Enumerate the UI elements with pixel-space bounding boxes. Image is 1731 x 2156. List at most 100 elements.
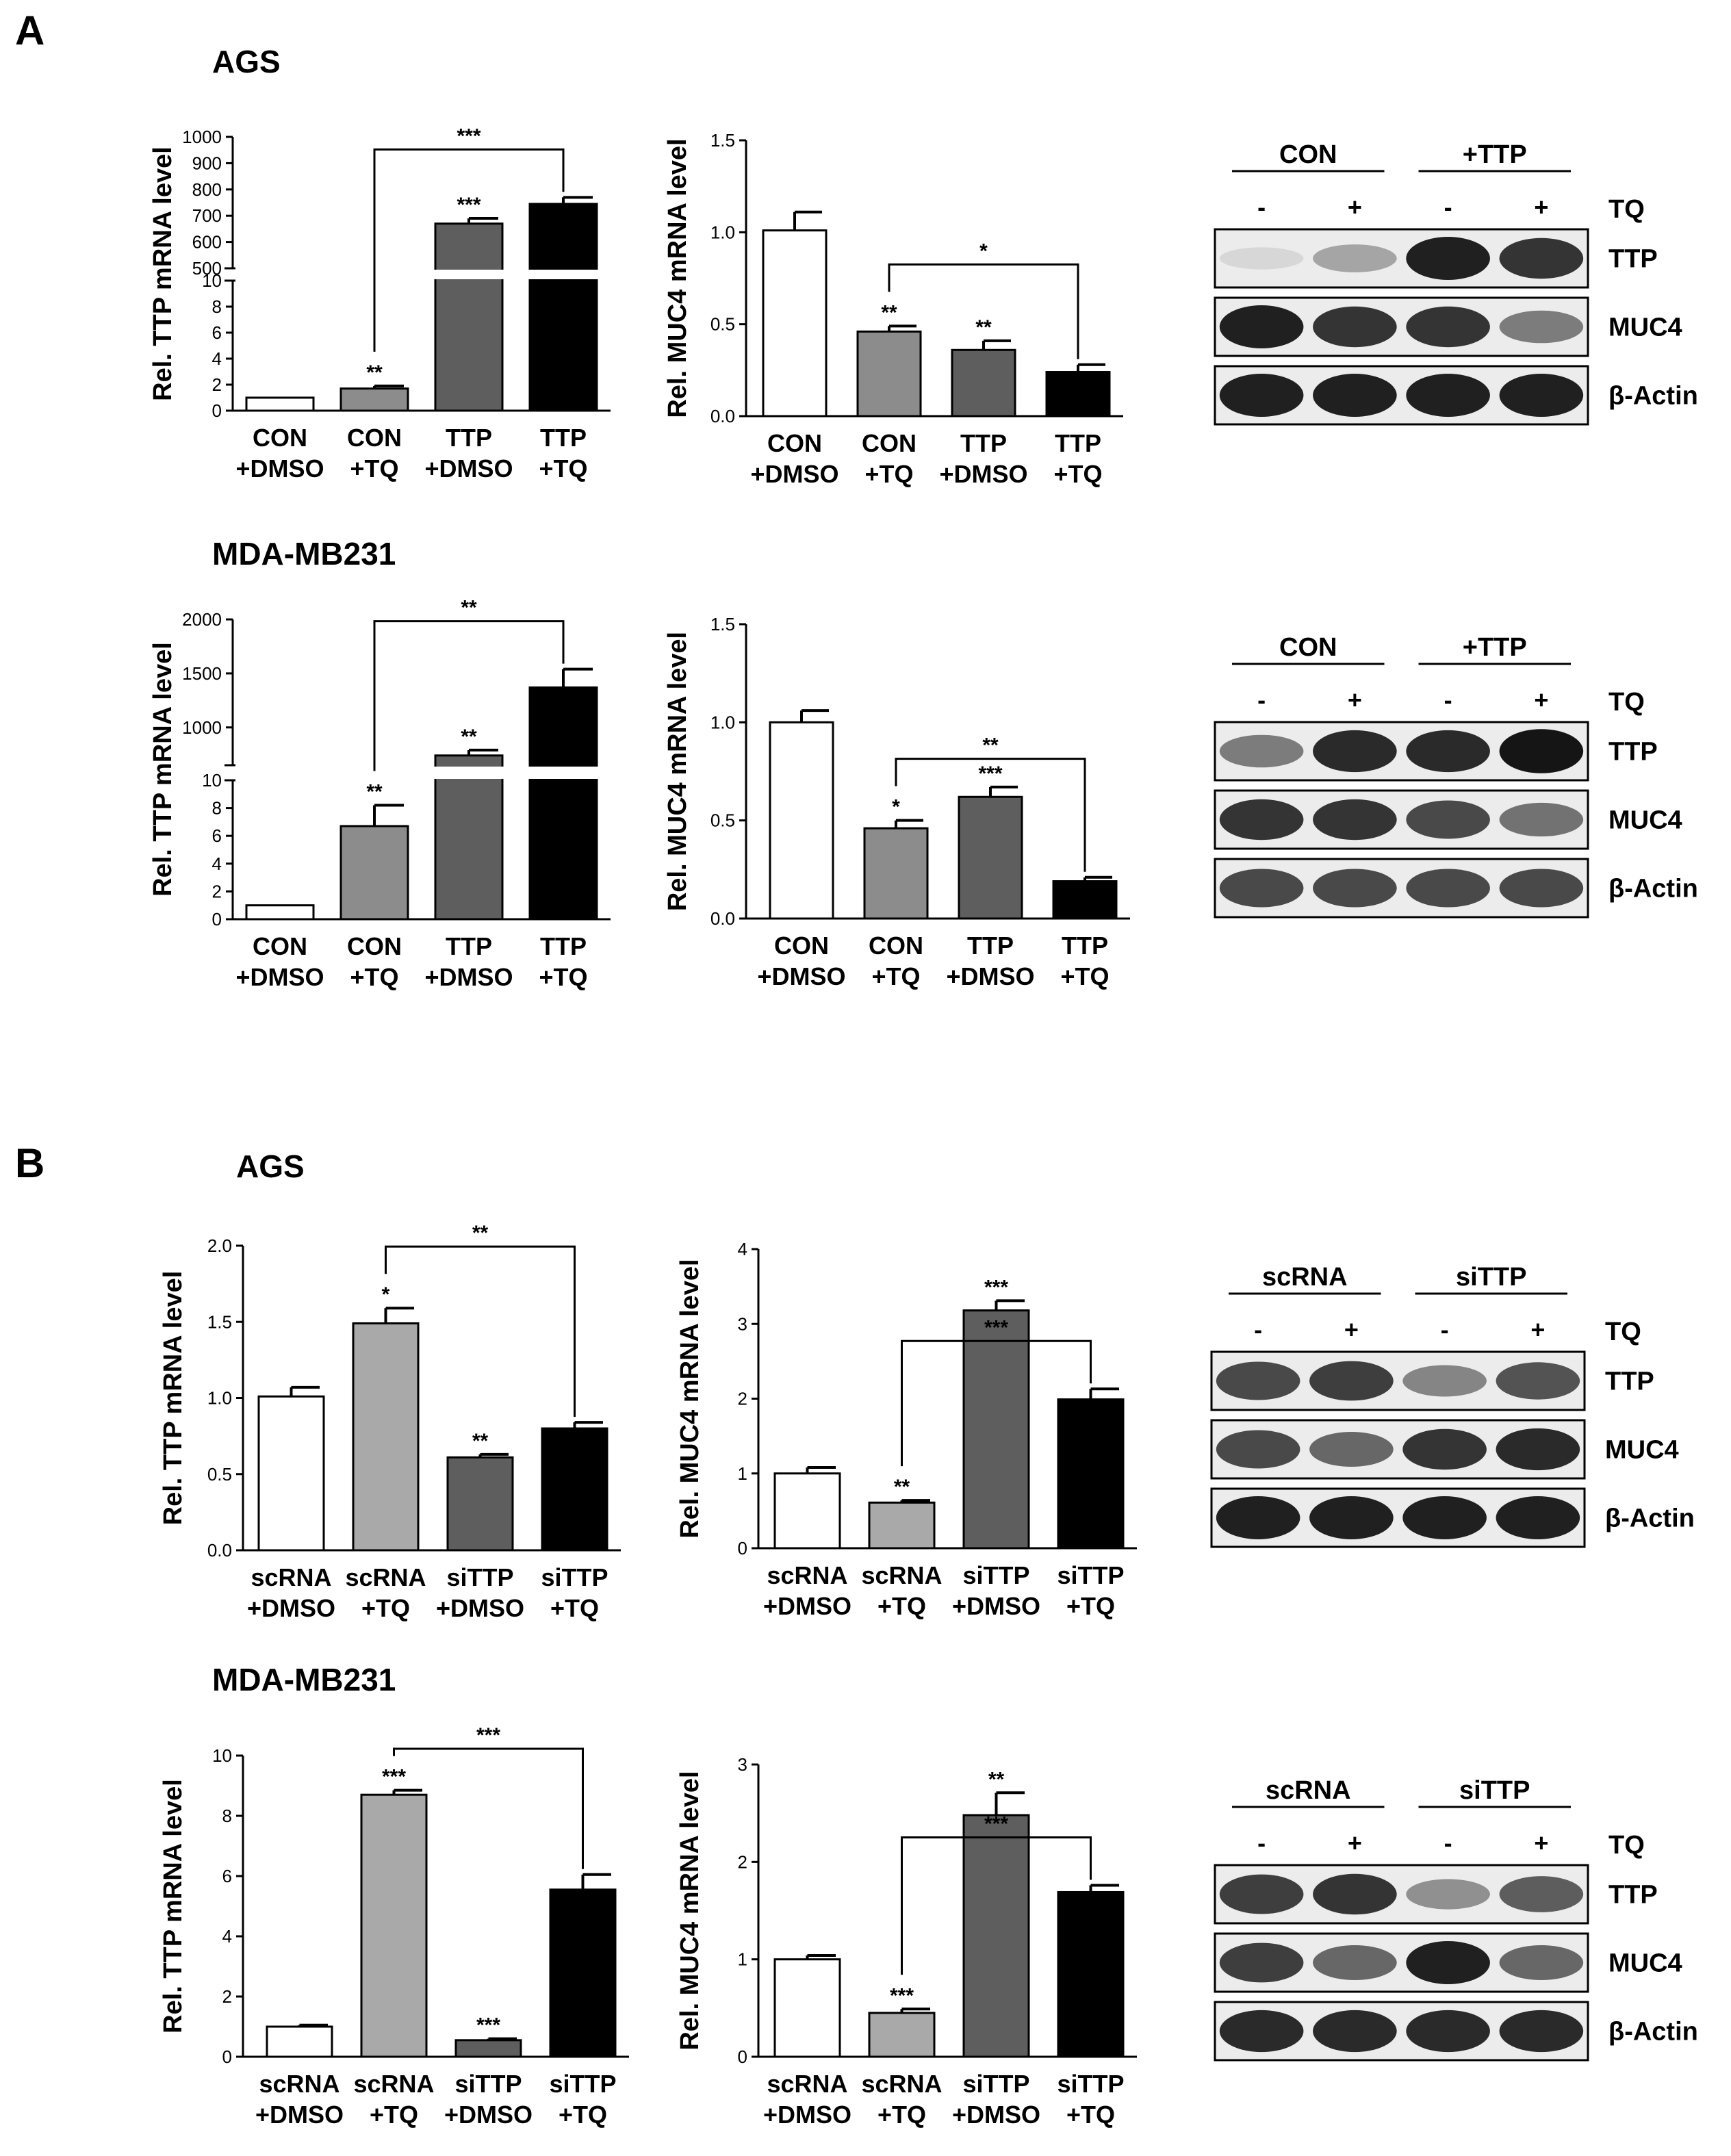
chart7-y-tick-label: 2 [222,1986,232,2007]
chart5-bar-2 [352,1322,420,1552]
chart8-x-label-line2: +DMSO [952,2101,1040,2129]
chart8-bar-1 [773,1958,841,2058]
blot1-group-label: +TTP [1463,140,1527,169]
blot4-band [1313,2010,1397,2053]
blot3-band [1496,1496,1580,1539]
chart7-x-label-line1: scRNA [353,2070,434,2098]
chart5-bar-1 [257,1395,325,1552]
chart8-y-tick-label: 0 [738,2046,747,2067]
blot2-lane-sign: - [1444,686,1452,714]
chart6-y-tick-label: 0 [738,1538,747,1558]
chart1-y-tick-label: 6 [212,322,222,343]
chart2-bracket-label: * [979,240,988,262]
chart4-bar-2 [863,827,929,920]
chart2-y-tick-label: 1.5 [710,130,735,151]
chart3-x-label-line1: CON [253,932,307,960]
chart5-x-label-line1: scRNA [345,1563,426,1591]
chart6-x-label-line1: scRNA [861,1561,942,1589]
chart4-x-label-line2: +TQ [871,962,920,990]
blot3-lane-sign: + [1344,1316,1359,1344]
chart3-significance-stars: ** [461,726,477,748]
cell-line-title-a-ags: AGS [212,44,281,79]
chart6-y-tick-label: 4 [738,1239,747,1259]
chart5-x-label-line1: siTTP [541,1563,608,1591]
chart3-bar-3 [434,754,504,921]
blot2-row-label: TTP [1608,738,1658,767]
chart5-significance-bracket [385,1245,576,1417]
chart2-x-label-line1: TTP [960,429,1007,457]
chart2-x-label-line2: +DMSO [939,460,1027,488]
chart3-x-label-line2: +DMSO [235,963,324,991]
chart3-y-tick-label: 6 [212,825,222,846]
chart3-y-tick-label: 8 [212,798,222,819]
chart7-x-label-line1: siTTP [454,2070,522,2098]
chart8-y-tick-label: 2 [738,1851,747,1872]
blot3-band [1402,1365,1487,1397]
chart1-y-tick-label: 500 [192,258,222,279]
chart1-x-label-line1: TTP [446,424,492,452]
chart2-x-label-line1: CON [767,429,822,457]
blot2-band [1499,729,1584,773]
chart8-y-label: Rel. MUC4 mRNA level [676,1771,704,2050]
blot4-lane-sign: + [1348,1829,1362,1857]
chart7-y-tick-label: 6 [222,1866,232,1886]
chart7-y-tick-label: 0 [222,2046,232,2067]
chart3-y-tick-label: 4 [212,854,222,874]
blot3-band [1496,1362,1580,1400]
blot2-group-label: CON [1279,633,1337,662]
blot4-treatment-label: TQ [1608,1831,1645,1860]
chart7-bar-1 [266,2025,333,2058]
chart2-x-label-line2: +TQ [864,460,913,488]
blot4-band [1499,1876,1584,1912]
chart1-bracket-label: *** [457,125,480,147]
chart4-y-tick-label: 0.5 [710,810,735,831]
blot4-band [1219,2010,1304,2053]
chart7-x-label-line2: +TQ [559,2101,607,2129]
chart1-bar-2 [339,387,409,412]
blot1-lane-sign: - [1444,193,1452,221]
blot4-lane-sign: - [1257,1829,1266,1857]
blot1-band [1313,244,1397,272]
chart5-y-tick-label: 1.5 [207,1311,232,1332]
chart3-x-label-line2: +TQ [539,963,587,991]
chart1-y-tick-label: 4 [212,348,222,369]
chart1-y-tick-label: 10 [202,270,222,291]
chart1-x-label-line1: CON [347,424,402,452]
blot4-band [1219,1874,1304,1914]
chart2-x-label-line1: TTP [1055,429,1101,457]
blot4-row-label: β-Actin [1608,2018,1698,2046]
blot4-band [1499,2010,1584,2053]
chart1-x-label-line2: +DMSO [235,454,324,483]
chart8-significance-stars: ** [988,1768,1005,1791]
chart1-y-tick-label: 900 [192,153,222,173]
blot2-band [1313,730,1397,773]
chart5-bar-4 [541,1427,608,1552]
chart7-bracket-label: *** [476,1724,500,1747]
blot3-group-label: siTTP [1456,1263,1526,1292]
chart1-y-tick-label: 700 [192,205,222,226]
blot2-treatment-label: TQ [1608,688,1645,717]
chart8-bar-4 [1057,1890,1125,2058]
blot1-band [1219,374,1304,417]
chart1-x-label-line2: +TQ [539,454,587,483]
chart8-significance-bracket [901,1836,1092,1975]
chart3-y-label: Rel. TTP mRNA level [149,642,177,897]
chart1-y-tick-label: 1000 [182,127,222,147]
blot2-band [1406,869,1490,908]
chart3-x-label-line1: CON [347,932,402,960]
blot4-row-label: MUC4 [1608,1949,1682,1978]
blot4-row-label: TTP [1608,1881,1658,1910]
chart8-x-label-line1: scRNA [767,2070,847,2098]
chart3-significance-bracket [373,620,565,771]
blot2-group-label: +TTP [1463,633,1527,662]
blot1-band [1313,374,1397,417]
chart4-bracket-label: ** [982,734,999,757]
chart8-x-label-line1: siTTP [1057,2070,1124,2098]
chart1-bar-1 [245,396,315,412]
blot3-treatment-label: TQ [1605,1318,1641,1346]
blot1-lane-sign: + [1534,193,1548,221]
chart3-bar-2 [339,825,409,921]
chart1-bar-3 [434,222,504,412]
chart6-y-tick-label: 1 [738,1463,747,1484]
chart5-x-label-line2: +TQ [550,1594,599,1622]
